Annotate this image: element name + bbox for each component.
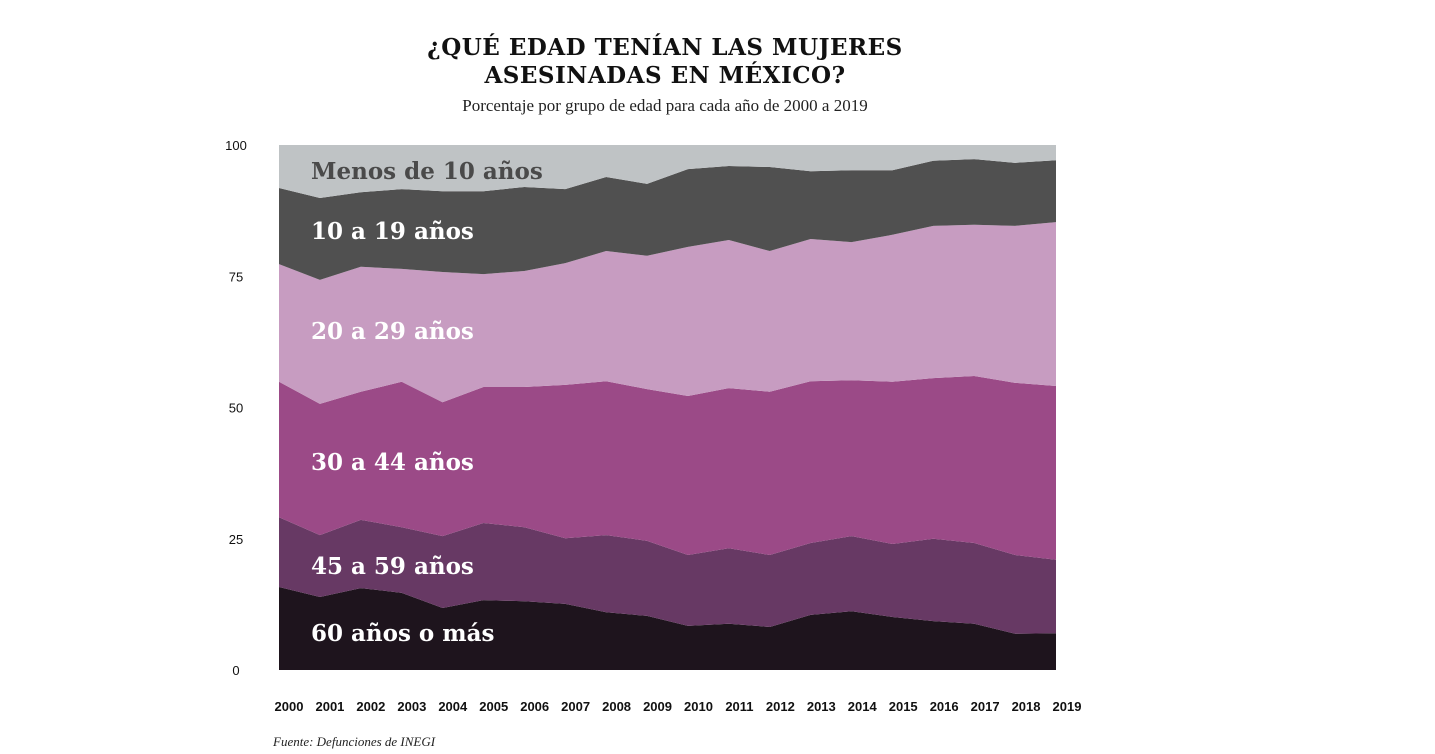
x-tick-label: 2018: [1012, 699, 1041, 714]
x-tick-label: 2001: [315, 699, 344, 714]
x-tick-label: 2014: [848, 699, 878, 714]
x-tick-label: 2010: [684, 699, 713, 714]
x-tick-label: 2017: [971, 699, 1000, 714]
x-tick-label: 2016: [930, 699, 959, 714]
x-tick-label: 2005: [479, 699, 508, 714]
series-label: 20 a 29 años: [311, 318, 474, 345]
area-20-a-29-a-os: [279, 222, 1056, 404]
y-tick-label: 100: [225, 138, 247, 153]
x-tick-label: 2013: [807, 699, 836, 714]
x-tick-label: 2015: [889, 699, 918, 714]
area-30-a-44-a-os: [279, 376, 1056, 560]
chart-subtitle: Porcentaje por grupo de edad para cada a…: [462, 96, 868, 115]
x-tick-label: 2019: [1053, 699, 1082, 714]
area-45-a-59-a-os: [279, 517, 1056, 634]
x-tick-label: 2007: [561, 699, 590, 714]
x-tick-label: 2004: [438, 699, 468, 714]
x-tick-label: 2012: [766, 699, 795, 714]
y-tick-label: 0: [232, 663, 239, 678]
series-label: 30 a 44 años: [311, 449, 474, 476]
area-60-a-os-o-m-s: [279, 587, 1056, 670]
chart-title-line-2: ASESINADAS EN MÉXICO?: [484, 62, 846, 89]
x-tick-label: 2003: [397, 699, 426, 714]
series-label: 10 a 19 años: [311, 218, 474, 245]
series-label: Menos de 10 años: [311, 158, 543, 185]
x-tick-label: 2006: [520, 699, 549, 714]
y-tick-label: 75: [229, 269, 243, 284]
series-label: 45 a 59 años: [311, 553, 474, 580]
y-tick-label: 50: [229, 401, 243, 416]
area-10-a-19-a-os: [279, 159, 1056, 280]
x-tick-label: 2000: [275, 699, 304, 714]
x-tick-label: 2002: [356, 699, 385, 714]
x-tick-label: 2008: [602, 699, 631, 714]
series-label: 60 años o más: [311, 620, 494, 647]
chart-title: ¿QUÉ EDAD TENÍAN LAS MUJERES ASESINADAS …: [365, 34, 965, 90]
area-menos-de-10-a-os: [279, 145, 1056, 199]
y-tick-label: 25: [229, 532, 243, 547]
x-tick-label: 2009: [643, 699, 672, 714]
source-note: Fuente: Defunciones de INEGI: [273, 734, 436, 749]
chart-title-line-1: ¿QUÉ EDAD TENÍAN LAS MUJERES: [427, 34, 903, 61]
x-tick-label: 2011: [725, 699, 753, 714]
